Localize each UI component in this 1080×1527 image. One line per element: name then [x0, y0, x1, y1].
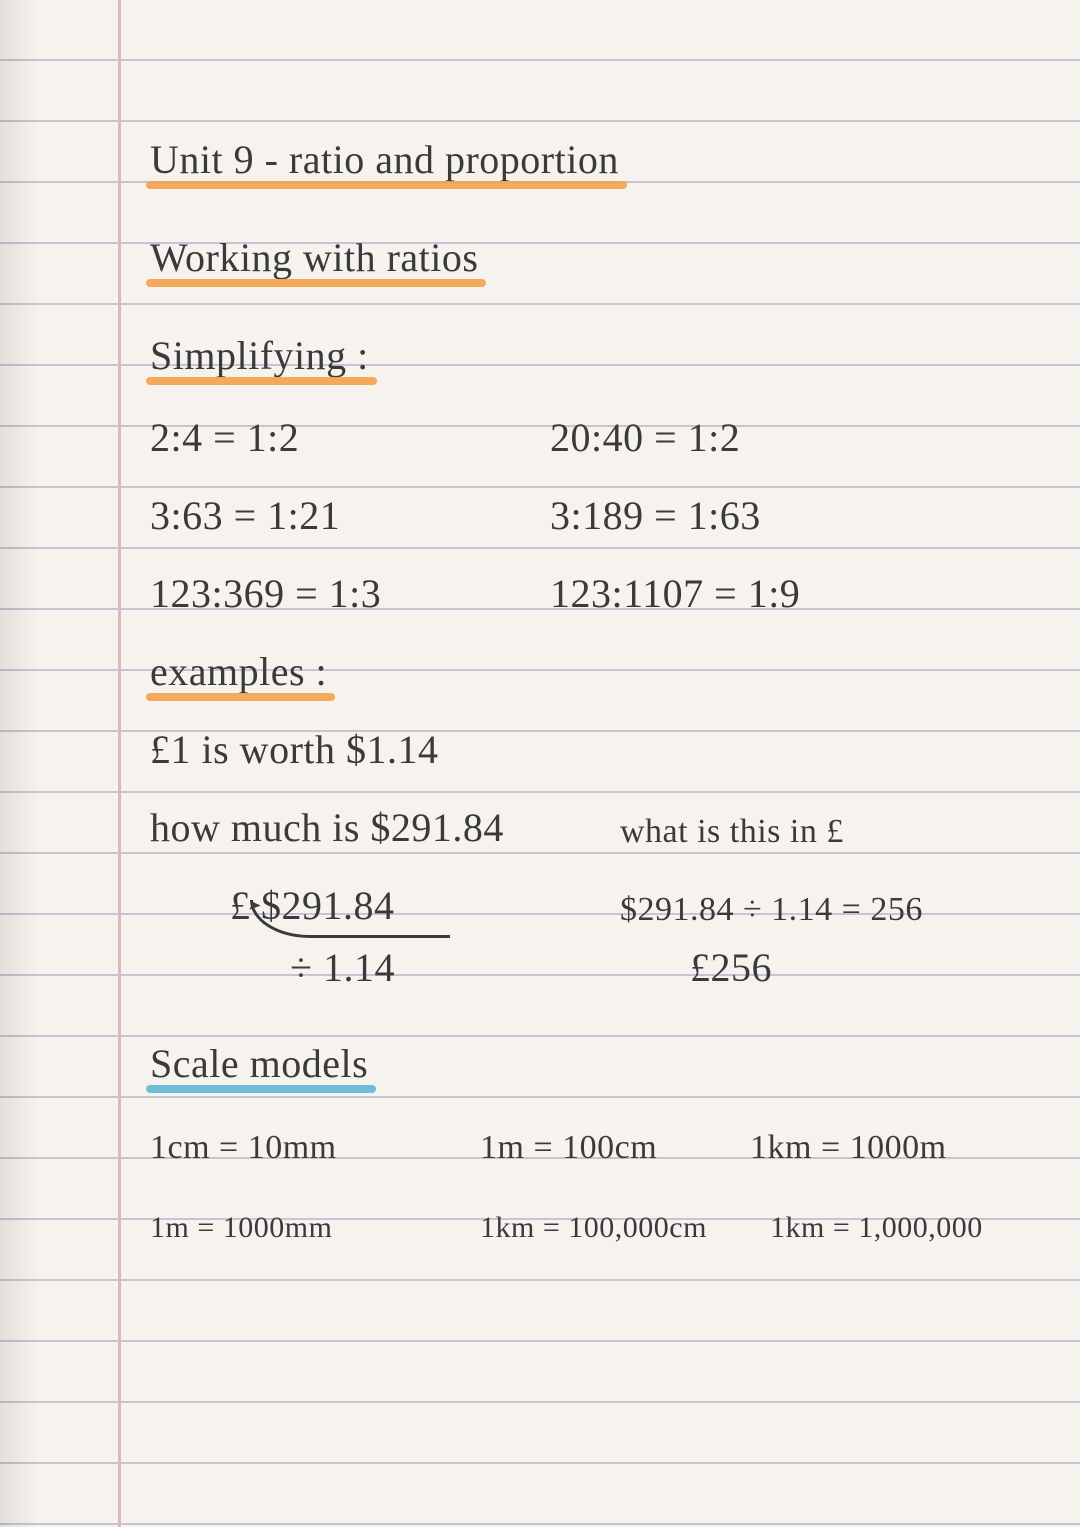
scale-1a: 1cm = 10mm: [150, 1129, 337, 1167]
ratio-1a: 2:4 = 1:2: [150, 414, 299, 461]
scale-1c: 1km = 1000m: [750, 1129, 947, 1167]
ratio-2a: 3:63 = 1:21: [150, 492, 340, 539]
scale-1b: 1m = 100cm: [480, 1129, 657, 1167]
heading-simplifying: Simplifying :: [150, 332, 369, 379]
underline: [146, 279, 486, 287]
underline: [146, 1085, 376, 1093]
example-l1: £1 is worth $1.14: [150, 726, 439, 773]
example-l4a: ÷ 1.14: [290, 944, 395, 991]
example-l4b: £256: [690, 944, 772, 991]
heading-working: Working with ratios: [150, 234, 478, 281]
binding-shadow: [0, 0, 40, 1527]
scale-2b: 1km = 100,000cm: [480, 1211, 707, 1245]
underline: [146, 693, 335, 701]
scale-2a: 1m = 1000mm: [150, 1211, 332, 1245]
heading-scale-text: Scale models: [150, 1041, 368, 1086]
scale-2c: 1km = 1,000,000: [770, 1211, 983, 1245]
heading-unit: Unit 9 - ratio and proportion: [150, 136, 619, 183]
example-l2b: what is this in £: [620, 813, 844, 851]
heading-unit-text: Unit 9 - ratio and proportion: [150, 137, 619, 182]
ratio-3a: 123:369 = 1:3: [150, 570, 381, 617]
underline: [146, 377, 377, 385]
ratio-2b: 3:189 = 1:63: [550, 492, 761, 539]
heading-working-text: Working with ratios: [150, 235, 478, 280]
underline: [146, 181, 627, 189]
example-l3b: $291.84 ÷ 1.14 = 256: [620, 891, 923, 929]
ratio-1b: 20:40 = 1:2: [550, 414, 740, 461]
heading-simplifying-text: Simplifying :: [150, 333, 369, 378]
heading-examples-text: examples :: [150, 649, 327, 694]
example-l2a: how much is $291.84: [150, 804, 504, 851]
heading-scale: Scale models: [150, 1040, 368, 1087]
heading-examples: examples :: [150, 648, 327, 695]
ratio-3b: 123:1107 = 1:9: [550, 570, 800, 617]
